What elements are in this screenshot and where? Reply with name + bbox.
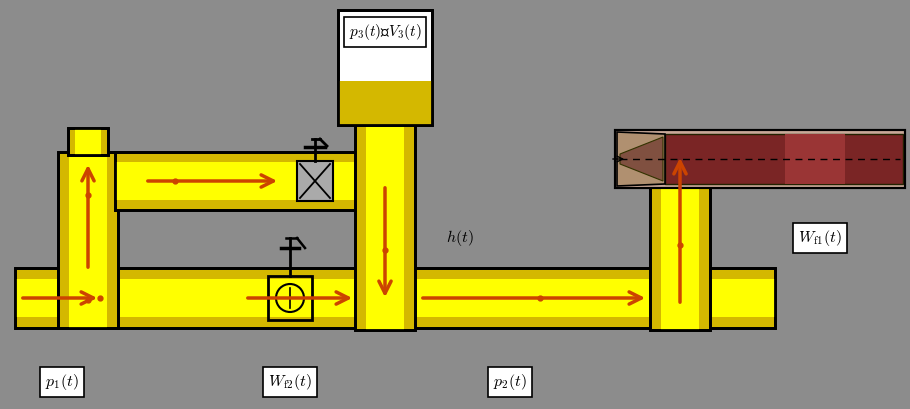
Bar	[58, 152, 118, 328]
Bar	[115, 152, 390, 210]
Text: $p_{3}(t)$、$V_{3}(t)$: $p_{3}(t)$、$V_{3}(t)$	[349, 22, 421, 42]
Bar	[297, 161, 333, 201]
Polygon shape	[620, 137, 663, 181]
Bar	[15, 279, 775, 317]
Bar	[366, 10, 404, 330]
Bar	[615, 130, 905, 188]
Text: $W_{\mathrm{f2}}(t)$: $W_{\mathrm{f2}}(t)$	[268, 372, 312, 392]
Polygon shape	[617, 132, 665, 186]
Bar	[58, 152, 118, 328]
Bar	[661, 143, 699, 330]
Text: $W_{\mathrm{f1}}(t)$: $W_{\mathrm{f1}}(t)$	[798, 228, 842, 248]
Text: $p_{2}(t)$: $p_{2}(t)$	[493, 372, 527, 392]
Bar	[76, 128, 101, 155]
Bar	[338, 81, 432, 125]
Text: $p_{1}(t)$: $p_{1}(t)$	[46, 372, 79, 392]
Text: $h(t)$: $h(t)$	[446, 228, 474, 248]
Bar	[68, 128, 108, 155]
Bar	[785, 134, 845, 184]
Bar	[68, 128, 108, 155]
Bar	[355, 10, 415, 330]
Bar	[615, 130, 905, 188]
Bar	[650, 143, 710, 330]
Bar	[115, 152, 390, 210]
Bar	[69, 152, 107, 328]
Bar	[355, 10, 415, 330]
Bar	[268, 276, 312, 320]
Bar	[338, 10, 432, 125]
Bar	[15, 268, 775, 328]
Bar	[338, 10, 432, 125]
Bar	[15, 268, 775, 328]
Bar	[115, 162, 390, 200]
Bar	[650, 143, 710, 330]
Bar	[665, 134, 903, 184]
